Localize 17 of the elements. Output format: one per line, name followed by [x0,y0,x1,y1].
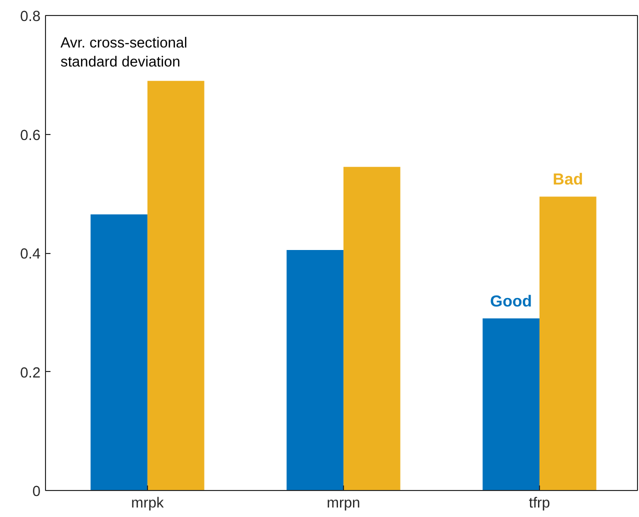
y-tick-label: 0.6 [20,128,40,144]
y-tick-label: 0.4 [20,246,40,262]
y-tick-label: 0.8 [20,9,40,25]
bar [482,318,540,490]
bar [286,250,344,490]
series-label: Good [490,293,532,310]
bar [90,214,148,490]
series-label: Bad [552,172,584,189]
y-tick-label: 0 [32,484,41,500]
x-tick-label: tfrp [528,496,550,512]
bar [539,196,596,490]
bar [343,166,400,490]
annotation: Avr. cross-sectional standard deviation [60,36,188,71]
bar [147,80,204,490]
x-tick-label: mrpk [131,496,164,512]
y-tick-label: 0.2 [20,365,40,382]
x-tick-label: mrpn [326,496,360,512]
